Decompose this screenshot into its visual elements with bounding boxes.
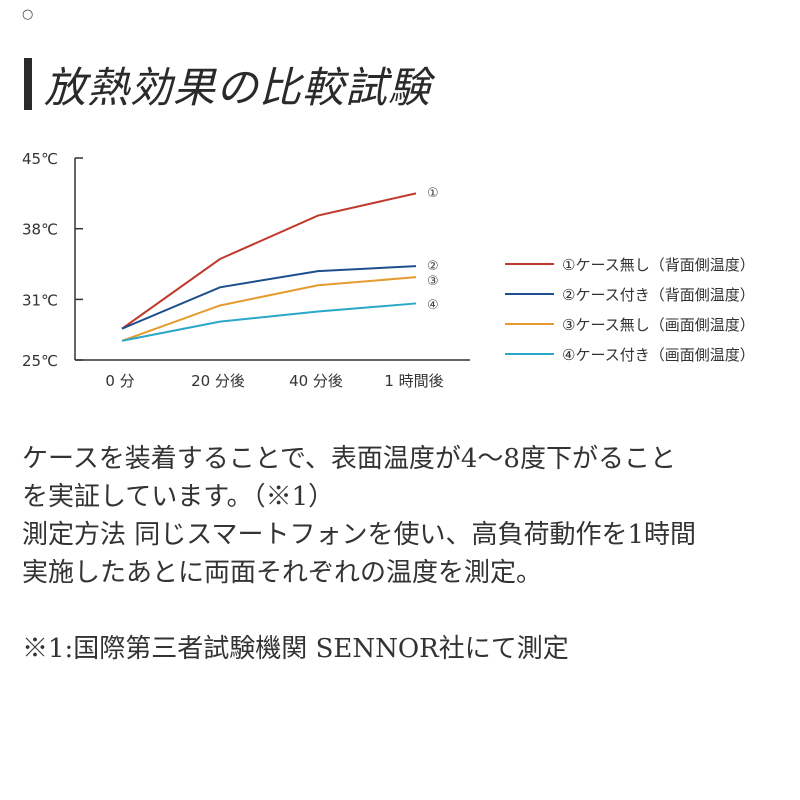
description-line-4: 実施したあとに両面それぞれの温度を測定。 xyxy=(22,558,543,588)
x-tick-label: 1 時間後 xyxy=(384,372,443,390)
y-tick-label: 45℃ xyxy=(22,150,58,168)
series-marker-3: ③ xyxy=(427,274,439,289)
description-text: ケースを装着することで、表面温度が4〜8度下がること を実証しています。（※1）… xyxy=(22,440,782,668)
description-line-1: ケースを装着することで、表面温度が4〜8度下がること xyxy=(22,444,676,474)
series-end-markers: ① ②③ ④ xyxy=(427,186,439,313)
y-axis-ticks: 25℃ 31℃ 38℃ 45℃ xyxy=(22,150,83,370)
series-line-1 xyxy=(121,192,417,330)
y-tick-label: 38℃ xyxy=(22,221,58,239)
series-line-3 xyxy=(121,276,417,342)
page-title: 放熱効果の比較試験 xyxy=(44,63,432,112)
title-accent-bar xyxy=(24,58,32,110)
corner-mark: ○ xyxy=(22,7,34,22)
series-line-2 xyxy=(121,265,417,330)
series-marker-4: ④ xyxy=(427,298,439,313)
series-lines xyxy=(121,192,417,342)
series-marker-2: ② xyxy=(427,259,439,274)
series-marker-1: ① xyxy=(427,186,439,201)
temperature-line-chart: 25℃ 31℃ 38℃ 45℃ 0 分 20 分後 40 分後 1 時間後 ① ②③ ④ ①ケー… xyxy=(22,150,755,390)
description-line-3: 測定方法 同じスマートフォンを使い、高負荷動作を1時間 xyxy=(22,520,697,550)
description-blank-line xyxy=(22,592,782,630)
x-tick-label: 20 分後 xyxy=(191,372,245,390)
description-line-2: を実証しています。（※1） xyxy=(22,482,335,512)
chart-axes xyxy=(74,158,470,361)
x-tick-label: 0 分 xyxy=(105,372,134,390)
y-tick-label: 31℃ xyxy=(22,291,58,309)
legend-label-4: ④ケース付き（画面側温度） xyxy=(562,346,755,364)
y-tick-label: 25℃ xyxy=(22,352,58,370)
legend-label-2: ②ケース付き（背面側温度） xyxy=(562,286,755,304)
chart-legend: ①ケース無し（背面側温度） ②ケース付き（背面側温度） ③ケース無し（画面側温度） ④… xyxy=(505,256,755,364)
series-line-4 xyxy=(121,302,417,342)
x-tick-label: 40 分後 xyxy=(289,372,343,390)
legend-label-1: ①ケース無し（背面側温度） xyxy=(562,256,755,274)
legend-label-3: ③ケース無し（画面側温度） xyxy=(562,316,755,334)
footnote: ※1:国際第三者試験機関 SENNOR社にて測定 xyxy=(22,634,569,664)
x-axis-ticks: 0 分 20 分後 40 分後 1 時間後 xyxy=(105,372,443,390)
